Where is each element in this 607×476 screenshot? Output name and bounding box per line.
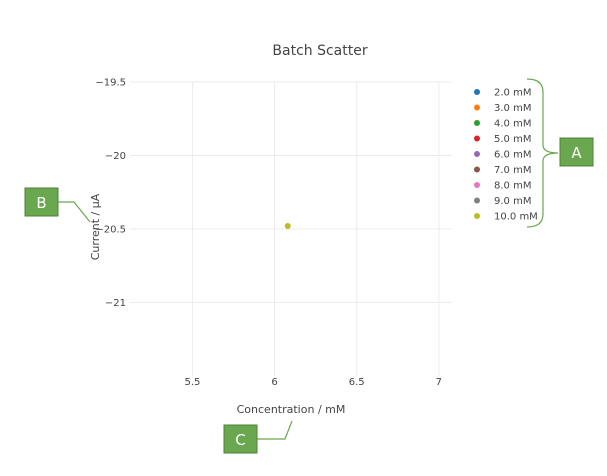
callout-c-box: [223, 424, 258, 454]
data-point: [284, 223, 291, 230]
legend-item-label: 10.0 mM: [494, 212, 538, 223]
y-tick-label: −21: [105, 298, 126, 309]
legend-marker: [474, 135, 480, 142]
legend-item-label: 5.0 mM: [494, 134, 531, 145]
callout-a-bracket: [526, 78, 559, 228]
legend-item-label: 4.0 mM: [494, 119, 531, 130]
callout-a-label: A: [571, 144, 582, 162]
x-axis-label: Concentration / mM: [237, 403, 346, 416]
legend-item-label: 3.0 mM: [494, 103, 531, 114]
chart-title: Batch Scatter: [272, 43, 367, 59]
legend-item-label: 2.0 mM: [494, 88, 531, 99]
y-tick-label: −20.5: [95, 225, 126, 236]
callout-b-line: [58, 201, 91, 223]
legend-item-label: 7.0 mM: [494, 165, 531, 176]
legend-marker: [474, 182, 480, 188]
data-points: [284, 223, 291, 230]
legend-marker: [474, 213, 480, 219]
callout-a-box: [559, 137, 594, 167]
legend-item-label: 9.0 mM: [494, 196, 531, 207]
x-tick-label: 7: [436, 377, 442, 388]
x-axis-ticks: 5.5 6 6.5 7: [184, 377, 442, 388]
callout-c-label: C: [235, 431, 245, 449]
y-tick-label: −20: [105, 151, 126, 162]
legend-item-label: 8.0 mM: [494, 181, 531, 192]
y-tick-label: −19.5: [95, 78, 126, 89]
legend-marker: [474, 120, 480, 126]
callout-b-box: [24, 187, 59, 217]
y-axis-ticks: −19.5 −20 −20.5 −21: [95, 78, 126, 310]
x-tick-label: 5.5: [184, 377, 200, 388]
callout-b-label: B: [36, 194, 46, 212]
callout-c-line: [257, 420, 293, 440]
x-tick-label: 6.5: [349, 377, 365, 388]
legend-marker: [474, 166, 480, 173]
legend-marker: [474, 151, 480, 157]
legend-marker: [474, 104, 480, 111]
legend-marker: [474, 197, 480, 204]
grid: [130, 81, 452, 376]
legend-marker: [474, 89, 480, 95]
x-tick-label: 6: [271, 377, 277, 388]
legend[interactable]: 2.0 mM 3.0 mM 4.0 mM 5.0 mM 6.0 mM 7.0 mM 8.0 …: [474, 88, 538, 223]
legend-item-label: 6.0 mM: [494, 150, 531, 161]
y-axis-label: Current / μA: [89, 193, 102, 260]
